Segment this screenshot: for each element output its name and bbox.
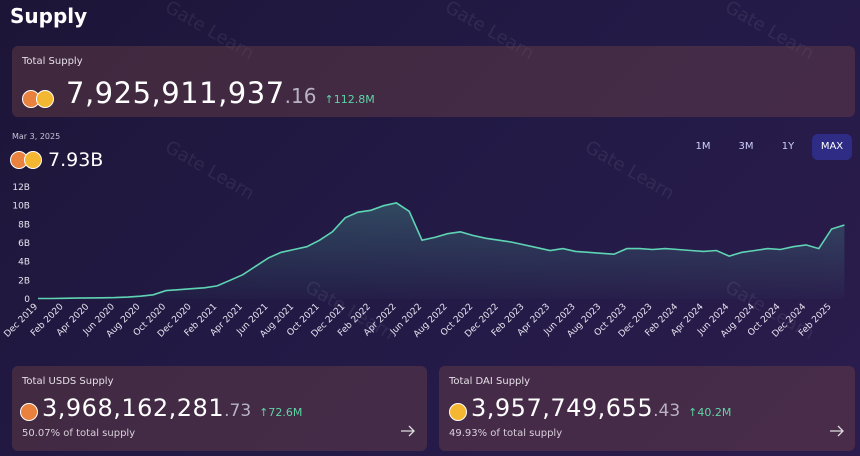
share: 50.07% of total supply [22, 428, 136, 439]
card-label: Total Supply [22, 56, 83, 67]
y-tick-label: 6B [18, 239, 30, 249]
usds-icon [20, 402, 38, 421]
decimals: .16 [284, 84, 317, 108]
total-supply-card: Total Supply 7,925,911,937.16 ↑112.8M [12, 46, 855, 117]
chart-date: Mar 3, 2025 [12, 132, 61, 141]
dai-icon [449, 402, 467, 421]
change: ↑72.6M [259, 406, 303, 419]
dai-icon [36, 89, 54, 108]
dai-card: Total DAI Supply 3,957,749,655.43 ↑40.2M … [439, 366, 855, 451]
y-tick-label: 12B [12, 183, 30, 193]
dai-icon [24, 151, 42, 169]
supply-row: 3,957,749,655.43 ↑40.2M [449, 394, 731, 422]
range-button[interactable]: 1Y [781, 141, 795, 152]
arrow[interactable] [829, 425, 845, 437]
range-button-active[interactable]: MAX [812, 134, 852, 160]
page-title: Supply [10, 4, 88, 28]
share: 49.93% of total supply [449, 428, 563, 439]
y-tick-label: 2B [18, 276, 30, 286]
range-button[interactable]: 1M [695, 141, 711, 152]
range-button[interactable]: 3M [738, 141, 754, 152]
arrow[interactable] [400, 425, 416, 437]
y-tick-label: 4B [18, 258, 30, 268]
amount: 7,925,911,937 [66, 76, 285, 110]
chart-value-row: 7.93B [10, 149, 103, 171]
supply-row: 7,925,911,937.16 ↑112.8M [22, 76, 375, 110]
decimals: .43 [653, 401, 681, 421]
card-label: Total USDS Supply [22, 376, 114, 387]
y-tick-label: 0 [24, 295, 30, 305]
amount: 3,957,749,655 [471, 394, 654, 422]
y-tick-label: 10B [12, 202, 30, 212]
supply-row: 3,968,162,281.73 ↑72.6M [20, 394, 302, 422]
change: ↑40.2M [688, 406, 732, 419]
line [38, 202, 845, 300]
change: ↑112.8M [324, 93, 375, 106]
decimals: .73 [224, 401, 252, 421]
usds-card: Total USDS Supply 3,968,162,281.73 ↑72.6M… [12, 366, 427, 451]
area-fill [38, 202, 845, 299]
amount: 3,968,162,281 [42, 394, 225, 422]
chart-value: 7.93B [48, 149, 104, 171]
card-label: Total DAI Supply [449, 376, 531, 387]
y-tick-label: 8B [18, 220, 30, 230]
